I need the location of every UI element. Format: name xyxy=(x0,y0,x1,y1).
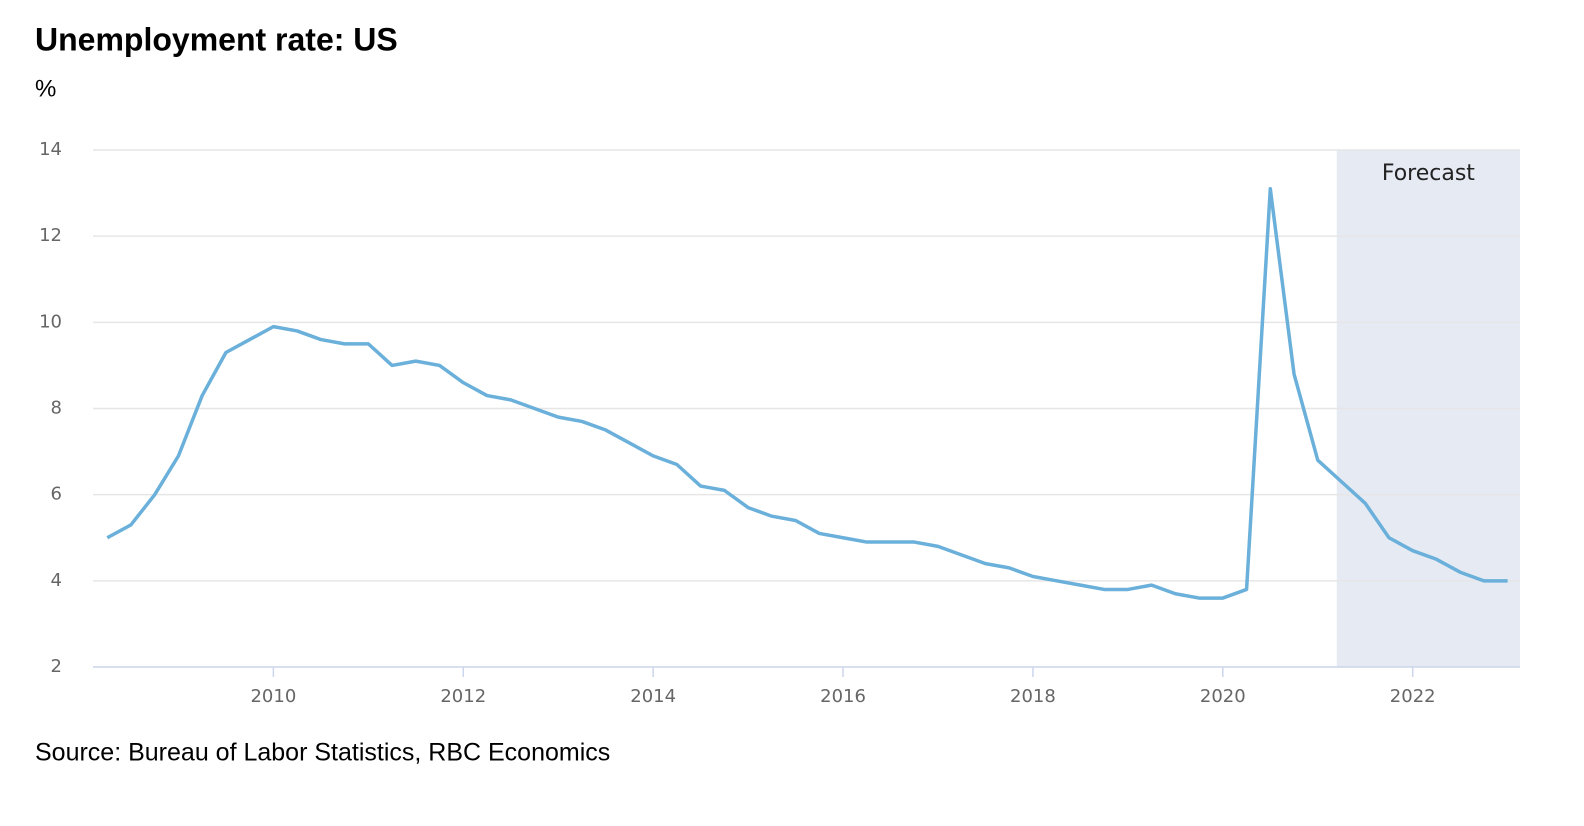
data-line xyxy=(106,187,1508,600)
y-tick-label: 14 xyxy=(39,139,62,160)
chart-title: Unemployment rate: US xyxy=(35,21,398,57)
x-tick-label: 2016 xyxy=(820,686,866,707)
x-tick-label: 2018 xyxy=(1010,686,1056,707)
y-tick-label: 10 xyxy=(39,311,62,332)
y-axis-label: % xyxy=(35,75,56,102)
forecast-label: Forecast xyxy=(1382,161,1475,186)
y-tick-label: 12 xyxy=(39,225,62,246)
y-tick-label: 2 xyxy=(51,656,62,677)
x-tick-label: 2022 xyxy=(1390,686,1436,707)
y-tick-label: 8 xyxy=(51,398,62,419)
x-tick-label: 2014 xyxy=(630,686,676,707)
y-tick-label: 4 xyxy=(51,570,62,591)
y-tick-label: 6 xyxy=(51,484,62,505)
x-tick-label: 2010 xyxy=(250,686,296,707)
source-note: Source: Bureau of Labor Statistics, RBC … xyxy=(35,739,610,767)
x-tick-label: 2012 xyxy=(440,686,486,707)
x-tick-label: 2020 xyxy=(1200,686,1246,707)
